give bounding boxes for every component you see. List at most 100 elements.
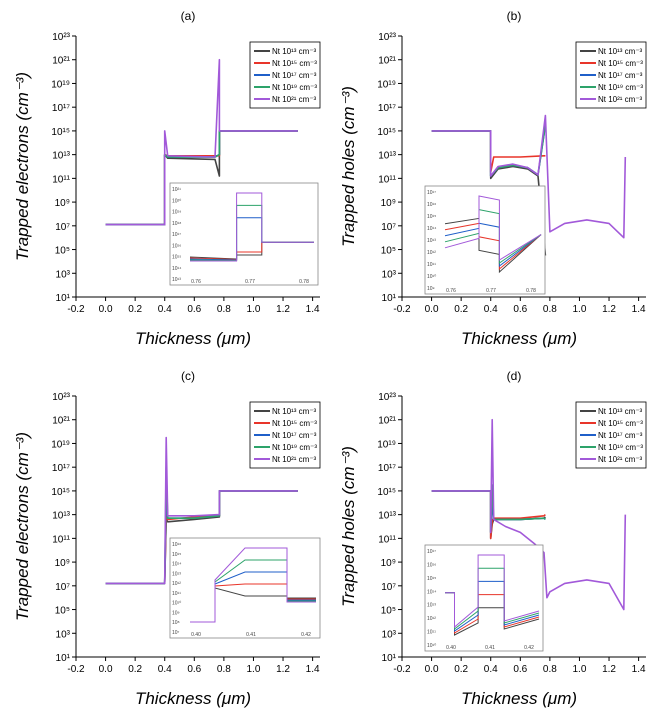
series-line [431, 490, 546, 540]
y-axis-label: Trapped electrons (cm⁻³) [13, 72, 32, 261]
inset-y-tick-label: 10¹¹ [427, 262, 436, 268]
legend-label: Nt 10¹⁷ cm⁻³ [272, 71, 317, 80]
y-tick-label: 10⁵ [381, 246, 396, 257]
inset-y-tick-label: 10¹⁷ [427, 190, 436, 196]
y-tick-label: 10¹⁷ [378, 103, 396, 114]
inset-frame [169, 537, 321, 639]
legend-label: Nt 10¹⁵ cm⁻³ [272, 59, 317, 68]
series-line [431, 484, 546, 534]
inset-x-tick-label: 0.76 [446, 288, 456, 294]
x-tick-label: 1.4 [632, 304, 646, 315]
x-tick-label: -0.2 [67, 664, 85, 675]
inset-y-tick-label: 10¹⁴ [172, 562, 181, 568]
y-tick-label: 10²³ [378, 392, 396, 403]
y-tick-label: 10⁷ [55, 222, 70, 233]
inset-y-tick-label: 10¹⁹ [172, 210, 181, 216]
y-tick-label: 10⁹ [55, 558, 70, 569]
y-tick-label: 10⁷ [381, 222, 396, 233]
inset-y-tick-label: 10¹⁵ [427, 214, 436, 220]
legend-label: Nt 10¹⁷ cm⁻³ [272, 431, 317, 440]
inset-frame [424, 544, 544, 652]
x-tick-label: 1.4 [306, 304, 320, 315]
y-tick-label: 10¹¹ [52, 174, 70, 185]
legend-label: Nt 10¹⁵ cm⁻³ [598, 419, 643, 428]
y-tick-label: 10⁹ [55, 198, 70, 209]
inset-x-tick-label: 0.78 [299, 279, 309, 285]
y-tick-label: 10¹³ [378, 511, 396, 522]
series-line [105, 436, 298, 585]
y-tick-label: 10¹³ [52, 511, 70, 522]
y-tick-label: 10²¹ [52, 416, 70, 427]
y-axis-label: Trapped holes (cm⁻³) [339, 446, 358, 607]
inset-y-tick-label: 10¹⁷ [427, 549, 436, 555]
inset-x-tick-label: 0.76 [191, 279, 201, 285]
legend-label: Nt 10¹⁷ cm⁻³ [598, 431, 643, 440]
y-tick-label: 10²³ [52, 392, 70, 403]
legend-label: Nt 10¹³ cm⁻³ [598, 47, 643, 56]
x-tick-label: 0.4 [158, 664, 172, 675]
chart-svg: (b) -0.2 0.0 0.2 0.4 0.6 0.8 1.0 1.2 1.4 10¹ 10³ 10⁵… [339, 9, 647, 348]
x-tick-label: 0.4 [158, 304, 172, 315]
x-tick-label: 0.8 [543, 664, 557, 675]
inset-series-line [445, 554, 540, 629]
inset-series-line [190, 192, 314, 262]
legend-label: Nt 10²¹ cm⁻³ [598, 95, 643, 104]
inset-x-tick-label: 0.77 [245, 279, 255, 285]
inset-y-tick-label: 10¹⁵ [427, 576, 436, 582]
y-tick-label: 10¹⁵ [51, 487, 70, 498]
y-tick-label: 10¹ [382, 293, 397, 304]
y-tick-label: 10²³ [52, 32, 70, 43]
legend-label: Nt 10¹³ cm⁻³ [598, 407, 643, 416]
series-line [431, 114, 627, 239]
inset-frame [169, 182, 319, 286]
inset-y-tick-label: 10¹² [427, 250, 436, 256]
y-tick-label: 10³ [56, 629, 71, 640]
x-tick-label: 0.6 [187, 304, 201, 315]
y-tick-label: 10³ [382, 269, 397, 280]
y-tick-label: 10²¹ [378, 56, 396, 67]
x-tick-label: 1.2 [602, 664, 616, 675]
y-tick-label: 10¹⁹ [377, 439, 396, 450]
inset-series-line [190, 547, 316, 623]
inset-x-tick-label: 0.77 [486, 288, 496, 294]
inset-y-tick-label: 10⁸ [172, 620, 180, 626]
x-tick-label: 1.4 [632, 664, 646, 675]
legend-label: Nt 10¹⁹ cm⁻³ [272, 83, 317, 92]
inset-y-tick-label: 10¹³ [427, 238, 436, 244]
inset-y-tick-label: 10¹⁶ [172, 243, 181, 249]
x-tick-label: 0.8 [543, 304, 557, 315]
y-tick-label: 10¹ [382, 653, 397, 664]
x-tick-label: 0.8 [217, 304, 231, 315]
chart-svg: (d) -0.2 0.0 0.2 0.4 0.6 0.8 1.0 1.2 1.4 10¹ 10³ 10⁵… [339, 369, 647, 708]
legend-label: Nt 10²¹ cm⁻³ [272, 95, 317, 104]
y-tick-label: 10¹⁵ [377, 127, 396, 138]
y-tick-label: 10⁵ [381, 606, 396, 617]
x-tick-label: -0.2 [393, 664, 411, 675]
x-tick-label: 0.2 [128, 664, 142, 675]
chart-svg: (c) -0.2 0.0 0.2 0.4 0.6 0.8 1.0 1.2 1.4 10¹ 10³ 10⁵… [13, 369, 321, 708]
x-tick-label: 0.4 [484, 664, 498, 675]
x-tick-label: 0.0 [425, 304, 439, 315]
y-tick-label: 10³ [382, 629, 397, 640]
y-tick-label: 10²¹ [378, 416, 396, 427]
x-axis-label: Thickness (μm) [135, 329, 251, 348]
inset-y-tick-label: 10²¹ [172, 187, 181, 193]
y-tick-label: 10¹⁹ [51, 439, 70, 450]
x-tick-label: 1.0 [247, 304, 261, 315]
inset-x-tick-label: 0.78 [526, 288, 536, 294]
x-tick-label: 0.6 [513, 304, 527, 315]
x-tick-label: 0.0 [99, 304, 113, 315]
inset-y-tick-label: 10¹⁷ [172, 232, 181, 238]
inset-series-line [444, 217, 542, 274]
y-tick-label: 10¹³ [52, 151, 70, 162]
y-axis-label: Trapped holes (cm⁻³) [339, 86, 358, 247]
y-tick-label: 10¹⁷ [52, 103, 70, 114]
x-axis-label: Thickness (μm) [461, 329, 577, 348]
legend-label: Nt 10¹⁹ cm⁻³ [598, 443, 643, 452]
inset-y-tick-label: 10¹² [427, 616, 436, 622]
y-tick-label: 10²³ [378, 32, 396, 43]
series-line [105, 58, 298, 226]
inset-y-tick-label: 10¹¹ [172, 591, 181, 597]
inset-x-tick-label: 0.40 [191, 632, 201, 638]
panel-title: (d) [507, 369, 522, 383]
